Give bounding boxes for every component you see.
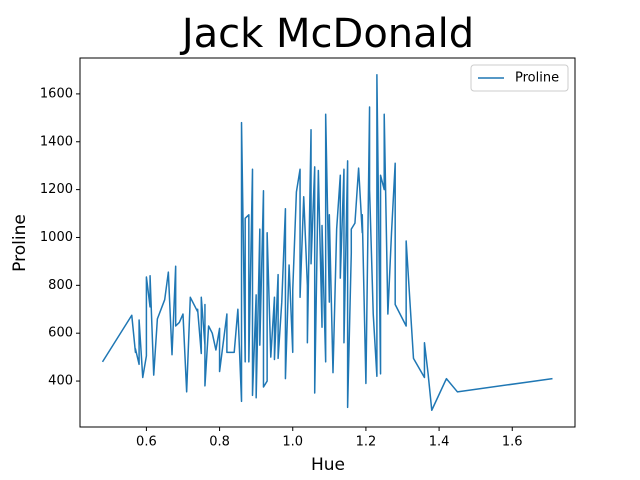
y-tick-label: 1000 bbox=[40, 230, 73, 245]
x-tick-label: 1.4 bbox=[429, 435, 450, 450]
legend-box bbox=[470, 64, 569, 92]
legend-label: Proline bbox=[515, 71, 559, 86]
y-tick-label: 1200 bbox=[40, 182, 73, 197]
y-tick-label: 600 bbox=[48, 326, 73, 341]
plot-frame bbox=[79, 57, 576, 428]
y-axis-label: Proline bbox=[10, 214, 30, 272]
x-tick-label: 1.2 bbox=[356, 435, 377, 450]
y-tick-label: 1400 bbox=[40, 134, 73, 149]
y-tick-label: 1600 bbox=[40, 86, 73, 101]
line bbox=[101, 74, 553, 411]
x-tick-label: 1.0 bbox=[282, 435, 303, 450]
y-tick-label: 800 bbox=[48, 278, 73, 293]
chart-title: Jack McDonald bbox=[179, 11, 474, 57]
x-tick-label: 0.6 bbox=[136, 435, 157, 450]
x-tick-label: 1.6 bbox=[502, 435, 523, 450]
y-tick-label: 400 bbox=[48, 374, 73, 389]
x-axis-label: Hue bbox=[311, 455, 345, 475]
x-tick-label: 0.8 bbox=[209, 435, 230, 450]
